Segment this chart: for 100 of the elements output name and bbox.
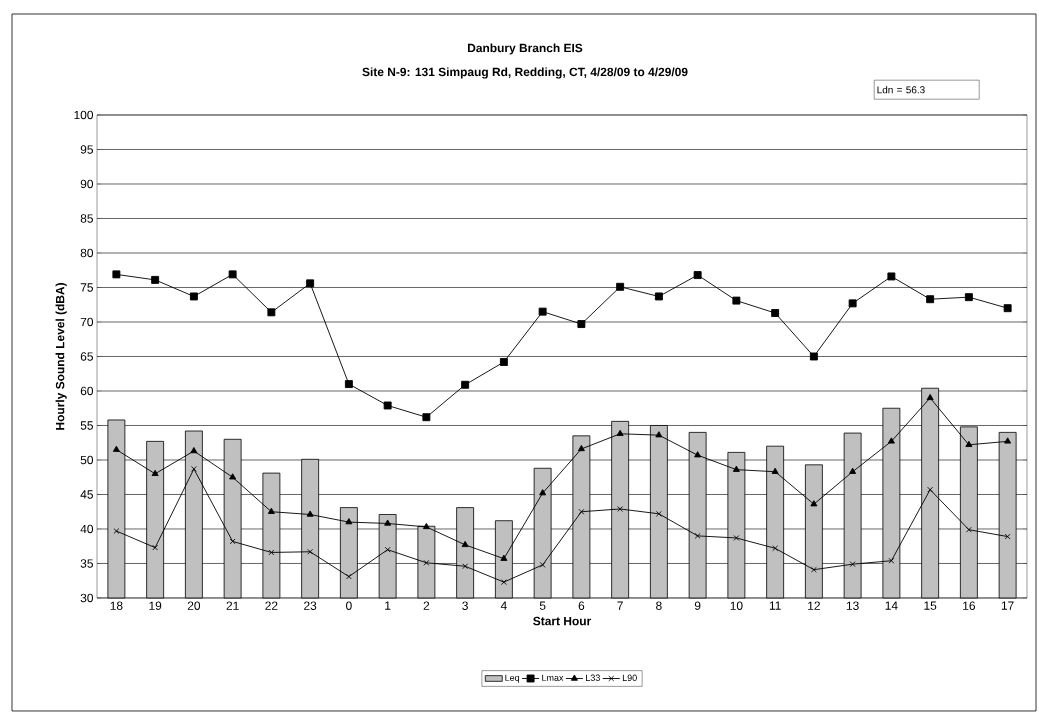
x-tick-label: 20 [187,601,201,610]
y-tick-label: 50 [80,455,94,465]
x-tick-label: 3 [462,601,468,610]
x-tick-label: 12 [808,601,820,610]
point [345,518,353,525]
point [306,510,314,517]
point [887,272,896,281]
x-tick-label: 0 [346,601,352,610]
x-tick-label: 23 [304,601,317,610]
x-tick-label: 22 [265,601,278,610]
point [1004,533,1011,540]
point [500,554,508,561]
point [772,545,779,552]
point [616,282,625,291]
point [965,440,973,448]
point [189,292,198,301]
point [849,561,856,568]
x-tick-label: 5 [539,601,546,610]
point [1003,304,1012,313]
x-tick-label: 18 [110,601,123,610]
point [307,548,314,555]
point [461,380,470,389]
point [1004,437,1012,444]
point [888,557,895,564]
y-tick-label: 55 [80,421,93,430]
point [771,309,780,317]
point [926,295,935,304]
point [267,308,276,317]
point [345,573,352,580]
y-tick-label: 35 [80,559,93,568]
x-tick-label: 4 [500,601,507,610]
x-tick-label: 11 [769,601,781,610]
y-tick-label: 85 [80,214,93,223]
point [578,508,585,515]
x-tick-label: 2 [423,601,430,610]
x-tick-label: 13 [846,601,859,610]
point [112,270,121,279]
point [344,380,353,389]
y-axis-title: Hourly Sound Level (dBA) [55,283,67,430]
x-tick-label: 9 [694,601,701,610]
point [577,445,585,452]
y-tick-label: 75 [80,283,93,292]
point [268,549,275,556]
point [655,431,663,438]
point [617,506,624,512]
point [927,486,934,493]
point [500,579,507,586]
point [229,538,236,545]
point [732,296,741,305]
point [810,500,818,507]
x-tick-label: 8 [656,601,662,610]
x-tick-label: 10 [730,601,743,610]
point [539,561,546,568]
point [151,275,160,284]
point [848,299,857,308]
point [694,451,702,458]
point [733,535,740,541]
point [151,469,159,476]
x-tick-label: 17 [1001,601,1014,610]
point [655,510,662,517]
point [152,544,159,551]
legend-label: Leq [505,674,520,683]
legend-label: Lmax [542,674,564,681]
y-tick-label: 95 [80,145,93,154]
point [694,532,701,539]
point [423,559,430,566]
y-tick-label: 60 [80,386,94,396]
point [539,489,547,496]
point [190,466,197,472]
point [654,292,663,301]
point [926,393,934,401]
point [229,473,237,480]
x-tick-label: 7 [617,601,623,610]
y-tick-label: 100 [74,110,94,120]
x-tick-label: 14 [885,601,898,610]
y-tick-label: 70 [80,317,94,327]
point [384,519,392,526]
chart-subtitle: Site N-9: 131 Simpaug Rd, Redding, CT, 4/28/09 to 4/29/09 [362,67,688,79]
y-tick-label: 80 [80,248,94,258]
x-tick-label: 16 [963,601,976,610]
point [461,540,469,548]
point [112,445,120,452]
point [810,566,817,573]
point [267,507,275,514]
y-tick-label: 45 [80,490,93,499]
x-tick-label: 15 [924,601,937,610]
point [499,358,508,366]
point [422,413,431,422]
point [887,437,895,444]
y-tick-label: 30 [80,593,94,603]
y-tick-label: 90 [80,179,94,189]
point [771,467,779,474]
point [462,563,469,570]
point [693,271,702,280]
point [616,429,624,436]
point [538,307,547,316]
point [190,447,198,454]
y-tick-label: 65 [80,352,93,361]
legend-label: L90 [622,674,637,681]
point [732,465,740,472]
